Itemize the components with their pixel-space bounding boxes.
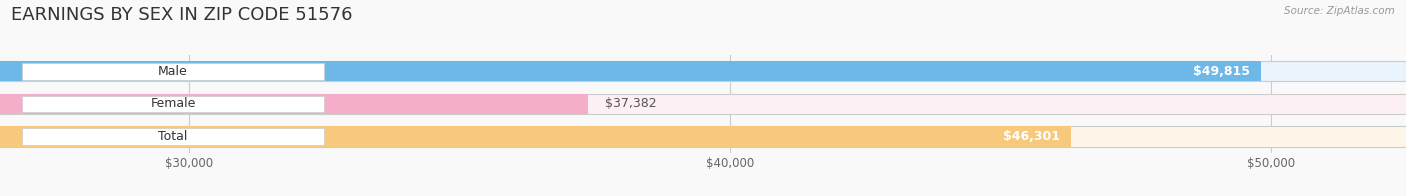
- Text: Female: Female: [150, 97, 195, 110]
- Bar: [21, 96, 325, 112]
- Text: $37,382: $37,382: [605, 97, 657, 110]
- Text: $46,301: $46,301: [1002, 130, 1060, 143]
- Bar: [0, 126, 1406, 147]
- Text: $49,815: $49,815: [1192, 65, 1250, 78]
- Bar: [0, 94, 1406, 114]
- Text: EARNINGS BY SEX IN ZIP CODE 51576: EARNINGS BY SEX IN ZIP CODE 51576: [11, 6, 353, 24]
- Bar: [0, 126, 1071, 147]
- Text: Total: Total: [159, 130, 188, 143]
- Text: Source: ZipAtlas.com: Source: ZipAtlas.com: [1284, 6, 1395, 16]
- Bar: [0, 61, 1406, 81]
- Bar: [0, 61, 1261, 81]
- Bar: [21, 63, 325, 80]
- Text: Male: Male: [157, 65, 188, 78]
- Bar: [0, 94, 589, 114]
- Bar: [21, 128, 325, 145]
